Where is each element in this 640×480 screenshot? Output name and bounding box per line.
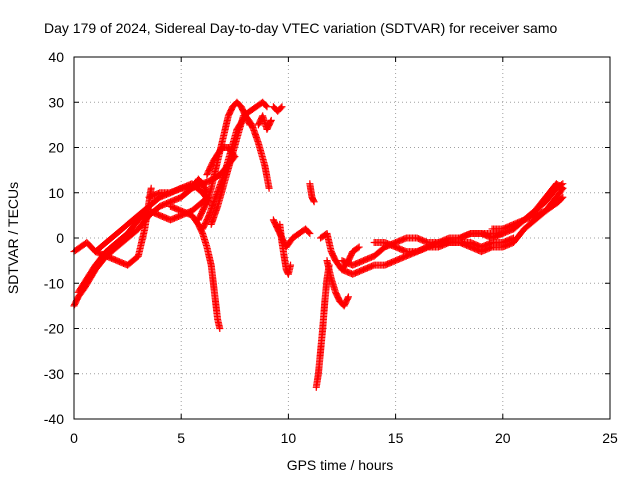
series-track-r xyxy=(323,257,352,310)
x-tick-label: 5 xyxy=(177,430,185,446)
y-tick-label: 10 xyxy=(48,185,64,201)
x-tick-label: 0 xyxy=(70,430,78,446)
data-point xyxy=(287,261,295,269)
y-tick-label: -40 xyxy=(44,411,64,427)
data-point xyxy=(305,228,313,236)
data-point xyxy=(344,294,352,302)
data-point xyxy=(267,116,275,124)
x-tick-label: 15 xyxy=(388,430,404,446)
y-tick-label: -30 xyxy=(44,366,64,382)
data-point xyxy=(262,102,270,110)
data-point xyxy=(355,243,363,251)
data-point xyxy=(277,104,285,112)
data-point xyxy=(558,183,566,191)
series-track-o xyxy=(306,180,318,206)
x-tick-label: 10 xyxy=(281,430,297,446)
series-track-x xyxy=(510,180,567,233)
data-point xyxy=(231,153,239,161)
series-track-l xyxy=(254,112,275,133)
y-tick-label: -20 xyxy=(44,321,64,337)
data-point xyxy=(263,103,271,111)
data-point xyxy=(559,193,567,201)
data-point xyxy=(310,198,318,206)
data-point xyxy=(267,118,275,126)
data-point xyxy=(558,194,566,202)
data-point xyxy=(265,184,273,192)
data-point xyxy=(278,103,286,111)
series-track-k xyxy=(269,103,286,115)
data-point xyxy=(559,184,567,192)
x-axis-label: GPS time / hours xyxy=(287,457,394,473)
data-marks xyxy=(70,98,567,391)
data-point xyxy=(230,151,238,159)
x-tick-label: 20 xyxy=(495,430,511,446)
x-tick-label: 25 xyxy=(602,430,618,446)
data-point xyxy=(354,244,362,252)
y-tick-label: 30 xyxy=(48,94,64,110)
data-point xyxy=(306,229,314,237)
series-track-p xyxy=(312,261,333,391)
data-point xyxy=(147,184,155,192)
y-tick-label: 0 xyxy=(56,230,64,246)
series-track-u xyxy=(370,184,567,256)
series-track-m xyxy=(269,216,314,251)
y-tick-label: 40 xyxy=(48,49,64,65)
series-track-i xyxy=(207,98,271,228)
plot-frame xyxy=(73,56,611,420)
data-point xyxy=(344,293,352,301)
tick-labels: 0 5 10 15 20 25 -40 -30 -20 -10 0 10 20 30 40 xyxy=(44,49,618,446)
grid xyxy=(74,57,610,419)
y-tick-label: 20 xyxy=(48,140,64,156)
data-point xyxy=(216,325,224,332)
series-track-n xyxy=(276,220,295,278)
series-track-f xyxy=(166,202,224,332)
y-tick-label: -10 xyxy=(44,275,64,291)
y-axis-label: SDTVAR / TECUs xyxy=(5,182,21,294)
chart-title: Day 179 of 2024, Sidereal Day-to-day VTE… xyxy=(44,20,557,36)
series-track-j xyxy=(203,144,239,179)
